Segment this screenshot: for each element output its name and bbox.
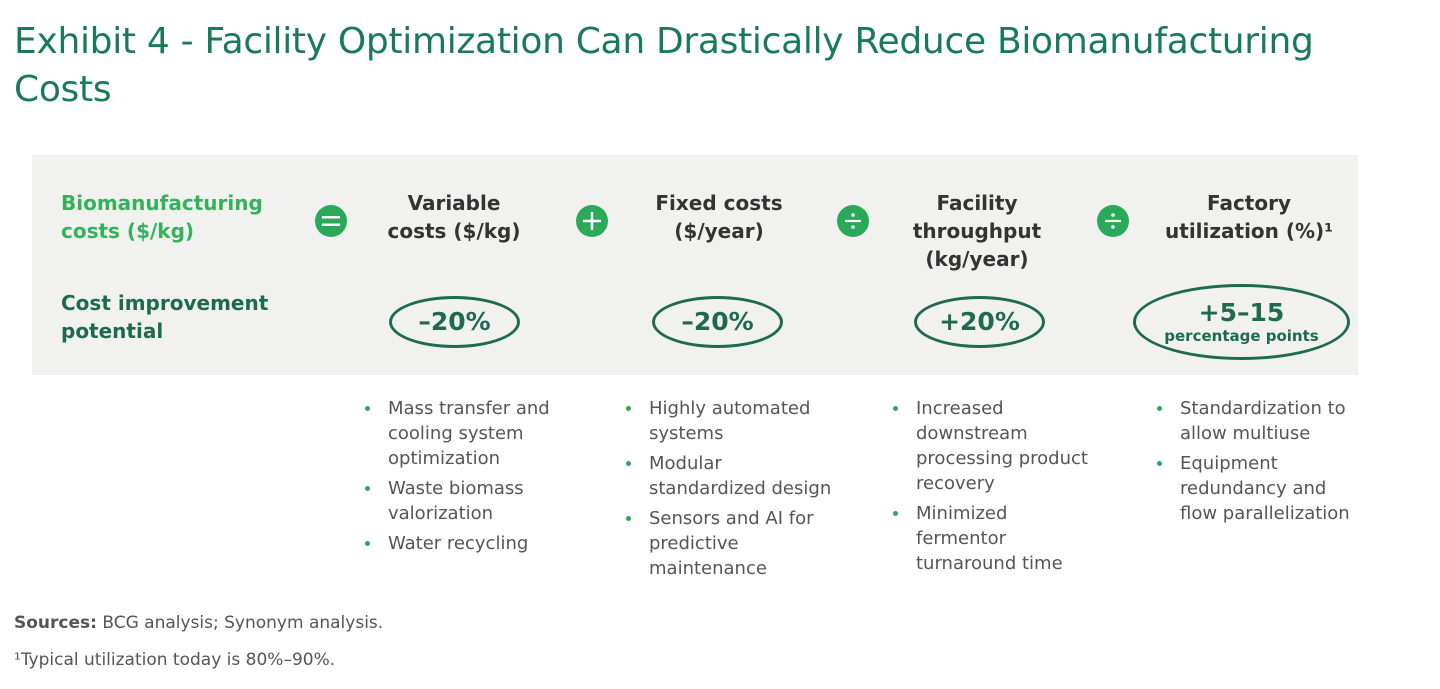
improvement-value: –20%: [418, 307, 491, 336]
footnote: ¹Typical utilization today is 80%–90%.: [14, 650, 336, 670]
levers-list-fixed-costs: Highly automated systems Modular standardiz…: [622, 396, 862, 586]
lever-bullet: Mass transfer and cooling system optimizat…: [361, 396, 601, 471]
lever-bullet-line: Equipment: [1180, 453, 1278, 474]
formula-row-label-line1: Biomanufacturing: [61, 191, 263, 215]
improvement-badge-fixed-costs: –20%: [652, 296, 783, 348]
lever-bullet-line: turnaround time: [916, 553, 1063, 574]
plus-icon: [576, 205, 608, 237]
lever-bullet-line: Standardization to: [1180, 398, 1346, 419]
sources-label: Sources:: [14, 613, 97, 633]
improvement-badge-variable-costs: –20%: [389, 296, 520, 348]
exhibit-title: Exhibit 4 - Facility Optimization Can Dr…: [14, 21, 1314, 110]
lever-bullet: Highly automated systems: [622, 396, 862, 446]
lever-bullet: Water recycling: [361, 531, 601, 556]
improvement-row-label: Cost improvement potential: [61, 289, 268, 345]
lever-bullet-line: Sensors and AI for: [649, 508, 814, 529]
column-header-line: Facility: [936, 191, 1018, 215]
lever-bullet-line: downstream: [916, 423, 1028, 444]
formula-row-label-line2: costs ($/kg): [61, 219, 195, 243]
lever-bullet: Sensors and AI for predictive maintenance: [622, 506, 862, 581]
levers-list-throughput: Increased downstream processing product rec…: [889, 396, 1129, 581]
column-header-variable-costs: Variable costs ($/kg): [339, 189, 569, 245]
improvement-value: +20%: [939, 307, 1020, 336]
improvement-badge-utilization: +5–15 percentage points: [1133, 284, 1350, 360]
lever-bullet-line: valorization: [388, 503, 494, 524]
lever-bullet-line: flow parallelization: [1180, 503, 1350, 524]
improvement-value: –20%: [681, 307, 754, 336]
sources-note: Sources: BCG analysis; Synonym analysis.: [14, 611, 383, 635]
lever-bullet: Waste biomass valorization: [361, 476, 601, 526]
lever-bullet-line: processing product: [916, 448, 1088, 469]
lever-bullet-line: Minimized: [916, 503, 1008, 524]
column-header-line: Factory: [1206, 191, 1292, 215]
lever-bullet: Minimized fermentor turnaround time: [889, 501, 1129, 576]
lever-bullet: Increased downstream processing product rec…: [889, 396, 1129, 496]
column-header-line: throughput: [912, 219, 1042, 243]
column-header-fixed-costs: Fixed costs ($/year): [604, 189, 834, 245]
lever-bullet-line: fermentor: [916, 528, 1006, 549]
sources-text: BCG analysis; Synonym analysis.: [96, 613, 384, 633]
improvement-badge-throughput: +20%: [914, 296, 1045, 348]
lever-bullet-line: cooling system: [388, 423, 524, 444]
column-header-line: utilization (%)¹: [1165, 219, 1333, 243]
lever-bullet-line: Increased: [916, 398, 1004, 419]
equals-icon: [315, 205, 347, 237]
lever-bullet-line: Water recycling: [388, 533, 529, 554]
column-header-facility-throughput: Facility throughput (kg/year): [862, 189, 1092, 273]
column-header-line: costs ($/kg): [387, 219, 521, 243]
levers-list-utilization: Standardization to allow multiuse Equipmen…: [1153, 396, 1393, 531]
lever-bullet-line: maintenance: [649, 558, 767, 579]
divide-icon: [837, 205, 869, 237]
lever-bullet-line: predictive: [649, 533, 739, 554]
column-header-factory-utilization: Factory utilization (%)¹: [1134, 189, 1364, 245]
lever-bullet: Equipment redundancy and flow parallelizat…: [1153, 451, 1393, 526]
lever-bullet-line: optimization: [388, 448, 500, 469]
improvement-row-label-line2: potential: [61, 319, 164, 343]
improvement-subtext: percentage points: [1164, 327, 1319, 345]
lever-bullet: Standardization to allow multiuse: [1153, 396, 1393, 446]
divide-icon: [1097, 205, 1129, 237]
formula-row-label: Biomanufacturing costs ($/kg): [61, 189, 263, 245]
lever-bullet-line: allow multiuse: [1180, 423, 1311, 444]
column-header-line: ($/year): [674, 219, 764, 243]
lever-bullet-line: Mass transfer and: [388, 398, 550, 419]
lever-bullet-line: Highly automated: [649, 398, 811, 419]
lever-bullet-line: systems: [649, 423, 724, 444]
lever-bullet-line: redundancy and: [1180, 478, 1327, 499]
lever-bullet-line: recovery: [916, 473, 995, 494]
column-header-line: (kg/year): [925, 247, 1029, 271]
column-header-line: Fixed costs: [655, 191, 783, 215]
lever-bullet-line: Modular: [649, 453, 722, 474]
lever-bullet: Modular standardized design: [622, 451, 862, 501]
lever-bullet-line: Waste biomass: [388, 478, 524, 499]
column-header-line: Variable: [407, 191, 501, 215]
lever-bullet-line: standardized design: [649, 478, 832, 499]
improvement-value: +5–15: [1198, 298, 1285, 327]
improvement-row-label-line1: Cost improvement: [61, 291, 269, 315]
levers-list-variable-costs: Mass transfer and cooling system optimizat…: [361, 396, 601, 561]
